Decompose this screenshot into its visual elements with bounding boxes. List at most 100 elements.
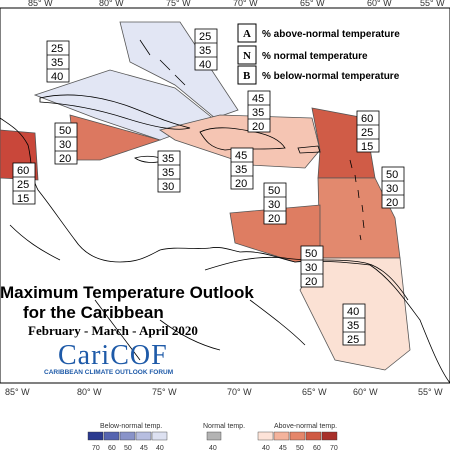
colorbar-below-ticks: 70 60 50 45 40 [92,445,164,450]
normal-value: 30 [305,262,317,274]
tick-label: 70 [92,445,100,450]
above-value: 25 [51,43,63,55]
normal-value: 35 [347,320,359,332]
prob-box-guianas: 40 35 25 [342,303,366,346]
southern-coast [9,224,306,361]
normal-value: 35 [51,57,63,69]
title-block: Maximum Temperature Outlook for the Cari… [0,283,254,338]
colorbar-below-swatches [87,431,168,441]
colorbar-swatch [103,431,120,441]
colorbar-swatch [257,431,274,441]
below-value: 15 [17,193,29,205]
key-legend: A % above-normal temperature N % normal … [237,23,400,85]
prob-box-hispaniola: 45 35 20 [247,90,271,133]
tick-label: 40 [156,445,164,450]
colorbar-swatch [151,431,168,441]
key-normal-text: % normal temperature [262,51,368,62]
tick-label: 60 [313,445,321,450]
tick-label: 85° W [28,0,53,8]
tick-label: 45 [140,445,148,450]
colorbar-swatch [321,431,338,441]
tick-label: 60° W [353,387,378,397]
tick-label: 50 [124,445,132,450]
puerto-rico-coast [297,145,321,154]
colorbar-swatch [305,431,322,441]
colorbar-swatch [289,431,306,441]
normal-value: 25 [361,127,373,139]
logo-wordmark: CariCOF [58,340,168,371]
tick-label: 40 [209,445,217,450]
tick-label: 55° W [420,0,445,8]
below-value: 20 [59,153,71,165]
prob-box-cuba-bahamas: 25 35 40 [46,40,70,83]
prob-box-bahamas-north: 25 35 40 [194,28,218,71]
normal-value: 35 [235,164,247,176]
title-period: February - March - April 2020 [28,323,198,338]
colorbar-normal-label: Normal temp. [203,423,245,430]
title-line-2: for the Caribbean [23,303,164,322]
tick-label: 70 [330,445,338,450]
normal-value: 25 [17,179,29,191]
lesser-antilles [349,159,365,241]
below-value: 40 [51,71,63,83]
normal-value: 30 [386,183,398,195]
tick-label: 80° W [77,387,102,397]
tick-label: 65° W [300,0,325,8]
key-above-letter: A [243,28,251,40]
above-value: 50 [268,185,280,197]
tick-label: 45 [279,445,287,450]
prob-box-leeward-north: 60 25 15 [356,110,380,153]
bottom-axis: 85° W 80° W 75° W 70° W 65° W 60° W 55° … [5,387,443,397]
above-value: 45 [235,150,247,162]
prob-box-hispaniola-south: 45 35 20 [230,147,254,190]
tick-label: 80° W [99,0,124,8]
normal-value: 30 [268,199,280,211]
central-america-coast [0,117,450,384]
colorbar-below-label: Below-normal temp. [100,423,162,430]
colorbar-normal-swatch [206,431,222,441]
below-value: 30 [162,181,174,193]
below-value: 20 [305,276,317,288]
colorbar-normal-ticks: 40 [209,445,217,450]
normal-value: 30 [59,139,71,151]
tick-label: 75° W [166,0,191,8]
colorbar-swatch [273,431,290,441]
key-below-box [237,65,257,85]
key-normal-box [237,45,257,65]
key-normal-letter: N [243,50,251,62]
key-above-text: % above-normal temperature [262,29,400,40]
key-below-letter: B [243,70,251,82]
tick-label: 55° W [418,387,443,397]
tick-label: 70° W [227,387,252,397]
colorbar-swatch [119,431,136,441]
logo-subtitle: CARIBBEAN CLIMATE OUTLOOK FORUM [44,369,173,376]
prob-box-trinidad: 50 30 20 [300,245,324,288]
below-value: 20 [268,213,280,225]
tick-label: 85° W [5,387,30,397]
below-value: 20 [386,197,398,209]
tick-label: 40 [262,445,270,450]
prob-box-windward: 50 30 20 [381,166,405,209]
above-value: 50 [386,169,398,181]
tick-label: 60 [108,445,116,450]
key-below-text: % below-normal temperature [262,71,400,82]
colorbar: Below-normal temp. Normal temp. Above-no… [87,423,338,450]
prob-box-jamaica-south: 35 35 30 [157,150,181,193]
tick-label: 65° W [302,387,327,397]
prob-box-belize: 60 25 15 [12,162,36,205]
below-value: 25 [347,334,359,346]
zone-hispaniola [159,114,321,169]
title-line-1: Maximum Temperature Outlook [0,283,254,302]
below-value: 20 [252,121,264,133]
below-value: 15 [361,141,373,153]
cuba-coast [39,94,191,130]
above-value: 50 [305,248,317,260]
colorbar-swatch [87,431,104,441]
tick-label: 75° W [152,387,177,397]
tick-label: 70° W [233,0,258,8]
florida-keys [139,39,186,86]
prob-box-abc-islands: 50 30 20 [263,182,287,225]
above-value: 60 [17,165,29,177]
key-above-box [237,23,257,43]
